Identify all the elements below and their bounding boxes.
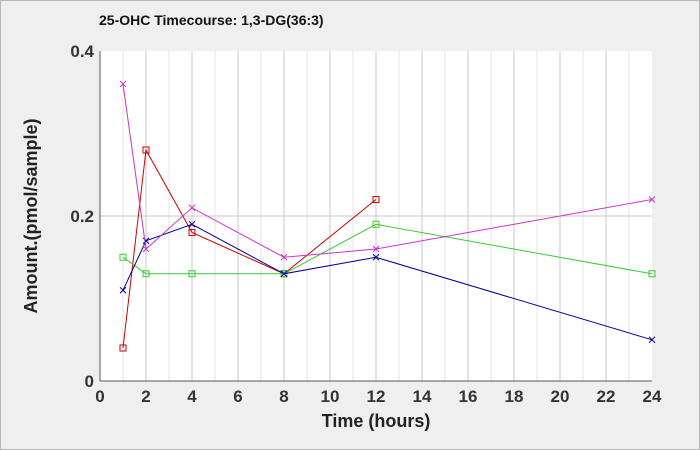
x-tick-label: 4	[187, 387, 197, 406]
x-tick-label: 2	[141, 387, 150, 406]
series-line	[122, 223, 653, 341]
data-point-stroke	[648, 336, 656, 344]
data-point-stroke	[119, 80, 127, 88]
data-point-stroke	[280, 270, 288, 278]
data-point	[142, 146, 150, 154]
x-tick-label: 8	[279, 387, 288, 406]
data-point-stroke	[280, 253, 288, 261]
series-line	[122, 83, 653, 258]
data-point	[648, 270, 656, 278]
series-group	[119, 80, 656, 352]
data-point	[142, 270, 150, 278]
y-tick-label: 0	[85, 372, 94, 391]
x-axis-label: Time (hours)	[322, 411, 431, 431]
data-point-stroke	[142, 237, 150, 245]
data-point-stroke	[119, 286, 127, 294]
data-point	[372, 253, 380, 261]
x-tick-label: 20	[551, 387, 570, 406]
data-point	[119, 253, 127, 261]
x-tick-label: 22	[597, 387, 616, 406]
data-point	[372, 196, 380, 203]
data-point	[648, 336, 656, 344]
x-tick-label: 0	[95, 387, 104, 406]
data-point	[119, 80, 127, 88]
x-tick-label: 14	[413, 387, 432, 406]
data-point	[372, 220, 380, 228]
data-point	[188, 229, 196, 236]
data-point	[280, 253, 288, 261]
series-line	[122, 223, 653, 275]
axes	[99, 51, 652, 382]
x-tick-label: 6	[233, 387, 242, 406]
data-point	[119, 286, 127, 294]
data-point	[648, 196, 656, 203]
y-axis-label: Amount.(pmol/sample)	[21, 118, 41, 313]
data-point	[188, 204, 196, 212]
data-point	[188, 270, 196, 278]
data-point-stroke	[372, 253, 380, 261]
x-tick-label: 12	[367, 387, 386, 406]
data-point	[188, 220, 196, 228]
y-tick-label: 0.2	[70, 207, 94, 226]
data-point-stroke	[142, 245, 150, 253]
data-point-stroke	[188, 220, 196, 228]
data-point	[280, 270, 288, 278]
grid	[100, 51, 652, 381]
chart-title: 25-OHC Timecourse: 1,3-DG(36:3)	[99, 12, 324, 28]
x-tick-label: 18	[505, 387, 524, 406]
x-tick-label: 10	[321, 387, 340, 406]
y-tick-label: 0.4	[70, 42, 94, 61]
data-point-stroke	[188, 204, 196, 212]
data-point-stroke	[648, 196, 656, 203]
data-point	[142, 245, 150, 253]
x-tick-label: 16	[459, 387, 478, 406]
data-point-stroke	[372, 245, 380, 253]
data-point	[142, 237, 150, 245]
data-point	[119, 344, 127, 352]
x-tick-label: 24	[643, 387, 662, 406]
series-line	[122, 148, 377, 349]
data-point	[372, 245, 380, 253]
